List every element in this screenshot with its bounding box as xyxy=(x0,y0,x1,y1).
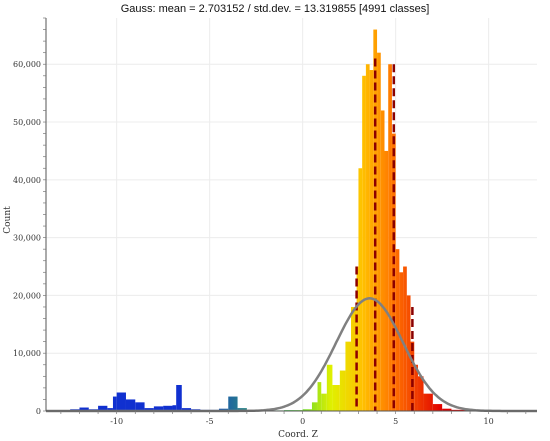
histogram-bar xyxy=(176,384,182,411)
histogram-bar xyxy=(332,384,340,411)
histogram-bar xyxy=(410,341,415,411)
x-tick-label: 10 xyxy=(484,417,494,426)
histogram-bar xyxy=(181,408,192,411)
chart-title: Gauss: mean = 2.703152 / std.dev. = 13.3… xyxy=(120,3,430,15)
x-tick-label: 0 xyxy=(300,417,305,426)
y-tick-label: 40,000 xyxy=(13,176,41,185)
y-tick-label: 0 xyxy=(36,407,41,416)
histogram-bar xyxy=(228,396,238,411)
histogram-bar xyxy=(358,168,363,411)
y-tick-label: 50,000 xyxy=(13,118,41,127)
histogram-bar xyxy=(362,75,366,411)
histogram-bar xyxy=(417,376,424,411)
histogram-bar xyxy=(388,64,392,411)
histogram-bar xyxy=(451,409,471,411)
histogram-bar xyxy=(172,405,177,411)
histogram-bar xyxy=(163,405,173,411)
histogram-bar xyxy=(237,408,247,411)
histogram-bar xyxy=(135,402,145,411)
histogram-bar xyxy=(403,266,407,411)
histogram-bar xyxy=(365,64,370,411)
histogram-bar xyxy=(384,150,389,412)
y-tick-label: 30,000 xyxy=(13,234,41,243)
y-tick-label: 60,000 xyxy=(13,60,41,69)
x-tick-label: -5 xyxy=(206,417,214,426)
histogram-bar xyxy=(311,402,318,411)
histogram-bar xyxy=(442,408,452,411)
histogram-bar xyxy=(144,408,154,411)
y-axis-label: Count xyxy=(3,206,13,234)
axes: 0 10,000 20,000 30,000 40,000 50,000 60,000 -10… xyxy=(13,17,537,426)
histogram-bar xyxy=(432,404,443,411)
histogram-bar xyxy=(351,306,357,411)
histogram-bar xyxy=(345,341,352,411)
histogram-bar xyxy=(321,393,327,411)
histogram-bar xyxy=(98,405,108,411)
histogram-bar xyxy=(107,408,113,411)
histogram-bar xyxy=(317,382,322,411)
y-tick-label: 20,000 xyxy=(13,291,41,300)
histogram-bar xyxy=(423,393,433,411)
histogram-bar xyxy=(326,364,333,411)
x-tick-label: -10 xyxy=(110,417,123,426)
histogram-bar xyxy=(79,407,89,411)
grid xyxy=(46,18,537,412)
x-axis-label: Coord. Z xyxy=(278,430,318,440)
histogram-bar xyxy=(302,409,312,411)
histogram-bar xyxy=(116,392,126,411)
x-tick-label: 5 xyxy=(393,417,398,426)
histogram-bar xyxy=(339,370,346,411)
histogram-bar xyxy=(377,52,381,411)
histogram-bar xyxy=(112,396,117,411)
histogram-bar xyxy=(369,70,374,411)
y-tick-label: 10,000 xyxy=(13,349,41,358)
histogram-bars xyxy=(70,29,526,412)
histogram-bar xyxy=(153,406,164,411)
histogram-bar xyxy=(125,399,136,411)
histogram-bar xyxy=(414,364,418,411)
histogram-bar xyxy=(380,110,385,412)
